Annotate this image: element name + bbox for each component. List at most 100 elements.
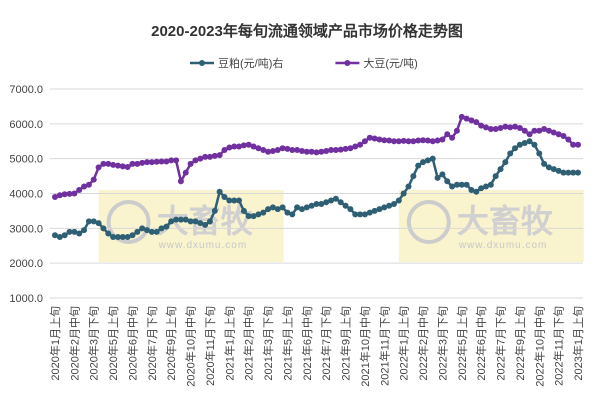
x-tick-label: 2022年1月上旬 — [397, 306, 411, 381]
data-point — [468, 117, 475, 124]
data-point — [434, 174, 441, 181]
data-point — [81, 183, 88, 190]
data-point — [226, 197, 233, 204]
data-point — [371, 135, 378, 142]
data-point — [308, 202, 315, 209]
data-point — [187, 160, 194, 167]
data-point — [221, 146, 228, 153]
data-point — [85, 218, 92, 225]
data-point — [61, 232, 68, 239]
data-point — [197, 155, 204, 162]
legend-marker — [344, 60, 351, 66]
data-point — [153, 158, 160, 165]
data-point — [541, 160, 548, 167]
data-point — [95, 164, 102, 171]
data-point — [100, 160, 107, 167]
watermark-url: www.dxumu.com — [458, 240, 548, 251]
data-point — [192, 157, 199, 164]
data-point — [231, 197, 238, 204]
data-point — [158, 225, 165, 232]
data-point — [187, 218, 194, 225]
x-tick-label: 2020年10月中旬 — [184, 306, 198, 387]
data-point — [226, 144, 233, 151]
data-point — [124, 234, 131, 241]
data-point — [231, 143, 238, 150]
data-point — [497, 125, 504, 132]
data-point — [502, 123, 509, 130]
data-point — [211, 152, 218, 159]
data-point — [284, 209, 291, 216]
data-point — [512, 145, 519, 152]
data-point — [168, 218, 175, 225]
x-tick-label: 2022年5月上旬 — [455, 306, 469, 381]
data-point — [332, 195, 339, 202]
data-point — [66, 228, 73, 235]
data-point — [570, 141, 577, 148]
data-point — [395, 138, 402, 145]
data-point — [415, 137, 422, 144]
data-point — [390, 200, 397, 207]
data-point — [134, 228, 141, 235]
data-point — [279, 145, 286, 152]
data-point — [105, 160, 112, 167]
data-point — [492, 126, 499, 133]
x-tick-label: 2022年3月下旬 — [435, 306, 449, 381]
x-tick-label: 2022年11月下旬 — [552, 306, 566, 386]
data-point — [61, 191, 68, 198]
data-point — [144, 159, 151, 166]
data-point — [100, 225, 107, 232]
data-point — [507, 124, 514, 131]
data-point — [536, 150, 543, 157]
data-point — [347, 145, 354, 152]
data-point — [240, 142, 247, 149]
data-point — [400, 190, 407, 197]
y-tick-label: 6000.0 — [9, 119, 43, 131]
data-point — [405, 183, 412, 190]
data-point — [158, 158, 165, 165]
data-point — [255, 211, 262, 218]
data-point — [52, 193, 58, 200]
data-point — [512, 123, 519, 130]
data-point — [202, 153, 209, 160]
data-point — [492, 173, 499, 180]
data-point — [507, 150, 514, 157]
data-point — [236, 197, 243, 204]
y-tick-label: 4000.0 — [9, 189, 43, 201]
data-point — [308, 148, 315, 155]
data-point — [163, 158, 170, 165]
data-point — [56, 234, 63, 241]
data-point — [313, 200, 320, 207]
data-point — [168, 157, 175, 164]
data-point — [429, 138, 436, 145]
data-point — [105, 230, 112, 237]
x-tick-label: 2020年9月上旬 — [164, 306, 178, 381]
legend-label: 大豆(元/吨) — [363, 56, 417, 70]
data-point — [565, 136, 572, 143]
data-point — [444, 131, 451, 138]
data-point — [56, 192, 63, 199]
data-point — [342, 145, 349, 152]
data-point — [250, 213, 257, 220]
data-point — [555, 167, 562, 174]
data-point — [110, 161, 117, 168]
data-point — [449, 134, 456, 141]
data-point — [110, 234, 117, 241]
x-tick-label: 2020年5月上旬 — [106, 306, 120, 381]
data-point — [502, 159, 509, 166]
data-point — [289, 146, 296, 153]
data-point — [76, 230, 83, 237]
data-point — [420, 137, 427, 144]
data-point — [245, 213, 252, 220]
x-tick-label: 2021年7月下旬 — [319, 306, 333, 381]
data-point — [294, 204, 301, 211]
data-point — [90, 218, 97, 225]
data-point — [279, 204, 286, 211]
data-point — [449, 183, 456, 190]
data-point — [337, 199, 344, 206]
x-tick-label: 2020年1月上旬 — [48, 306, 62, 381]
data-point — [274, 146, 281, 153]
x-tick-label: 2020年3月下旬 — [87, 306, 101, 381]
data-point — [119, 234, 126, 241]
